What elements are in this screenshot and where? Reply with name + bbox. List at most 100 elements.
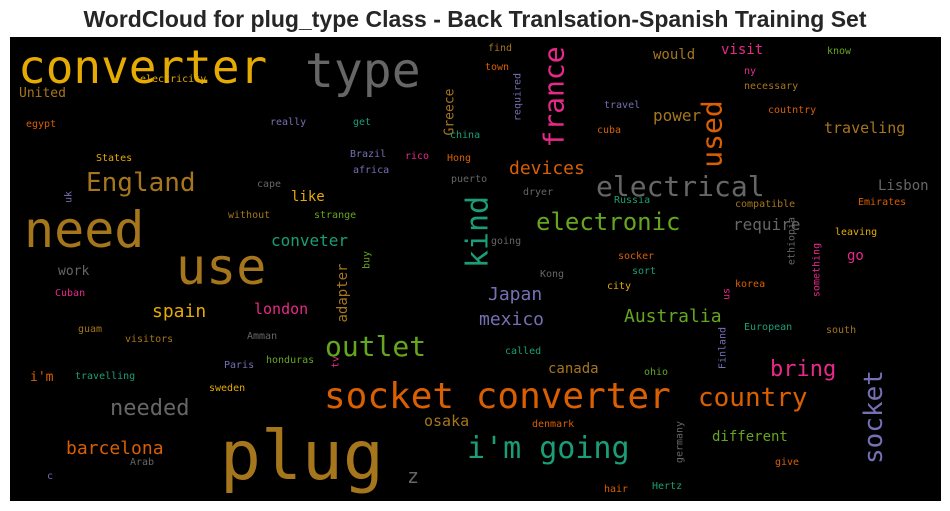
word-rico: rico <box>405 151 429 162</box>
word-ohio: ohio <box>644 367 668 378</box>
word-cuban: Cuban <box>55 288 85 299</box>
word-arab: Arab <box>130 457 154 468</box>
word-needed: needed <box>110 396 189 421</box>
word-use: use <box>176 238 266 296</box>
word-china: china <box>450 130 480 141</box>
word-travelling: travelling <box>75 371 135 382</box>
word-japan: Japan <box>488 284 542 305</box>
word-electronic: electronic <box>536 208 681 236</box>
word-power: power <box>653 106 702 125</box>
word-england: England <box>86 168 196 198</box>
word-us: us <box>722 288 733 300</box>
word-european: European <box>744 322 792 333</box>
word-country: country <box>698 383 808 413</box>
word-electricity: electricity <box>140 74 206 85</box>
word-electrical: electrical <box>596 170 765 203</box>
word-going: going <box>491 236 521 247</box>
word-type: type <box>305 43 421 99</box>
word-paris: Paris <box>224 360 254 371</box>
word-compatible: compatible <box>735 199 795 210</box>
word-outlet: outlet <box>325 330 426 363</box>
word-would: would <box>653 47 695 63</box>
word-z: z <box>407 464 419 488</box>
word-spain: spain <box>152 301 206 322</box>
word-socket-converter: socket converter <box>324 376 671 417</box>
word-africa: africa <box>353 165 389 176</box>
word-south: south <box>826 325 856 336</box>
word-uk: uk <box>64 191 75 203</box>
word-socket: socket <box>859 370 889 464</box>
word-really: really <box>270 117 306 128</box>
word-ny: ny <box>744 66 756 77</box>
word-brazil: Brazil <box>350 149 386 160</box>
word-traveling: traveling <box>824 119 905 137</box>
word-cloud-area: converter type need use plug socket converter… <box>10 37 941 501</box>
word-get: get <box>353 117 371 128</box>
word-mexico: mexico <box>479 309 544 330</box>
word-buy: buy <box>362 251 373 269</box>
word-canada: canada <box>548 361 599 377</box>
word-find: find <box>488 43 512 54</box>
word-converter: converter <box>18 40 267 94</box>
word-sweden: sweden <box>209 383 245 394</box>
word-conveter: conveter <box>271 231 348 250</box>
word-different: different <box>712 429 788 445</box>
word-plug: plug <box>220 417 384 496</box>
word-require: require <box>733 215 800 234</box>
word-amman: Amman <box>247 331 277 342</box>
word-strange: strange <box>314 210 356 221</box>
word-visit: visit <box>721 42 763 58</box>
word-necessary: necessary <box>744 81 798 92</box>
chart-title: WordCloud for plug_type Class - Back Tra… <box>83 6 867 32</box>
word-denmark: denmark <box>532 419 574 430</box>
word-used: used <box>696 100 729 167</box>
word-france: france <box>538 46 571 147</box>
word-leaving: leaving <box>835 227 877 238</box>
word-emirates: Emirates <box>858 197 906 208</box>
word-honduras: honduras <box>266 355 314 366</box>
word-ethiopia: ethiopia <box>787 217 798 265</box>
word-cape: cape <box>257 179 281 190</box>
word-states: States <box>96 153 132 164</box>
word-called: called <box>505 346 541 357</box>
word-dryer: dryer <box>523 187 553 198</box>
word-required: required <box>513 73 524 121</box>
word-go: go <box>847 248 864 264</box>
word-c: c <box>47 471 53 482</box>
word-puerto: puerto <box>451 174 487 185</box>
word-socker: socker <box>618 251 654 262</box>
word-visitors: visitors <box>125 334 173 345</box>
word-germany: germany <box>675 421 686 463</box>
word-like: like <box>291 189 325 205</box>
word-hong: Hong <box>447 153 471 164</box>
word-finland: Finland <box>718 327 729 369</box>
word-travel: travel <box>604 100 640 111</box>
word-barcelona: barcelona <box>66 438 164 459</box>
word-i-m: i'm <box>30 370 54 385</box>
word-devices: devices <box>509 158 585 179</box>
word-town: town <box>485 62 509 73</box>
word-adapter: adapter <box>335 263 351 322</box>
word-city: city <box>607 281 631 292</box>
word-korea: korea <box>735 279 765 290</box>
word-greece: Greece <box>443 88 458 135</box>
word-osaka: osaka <box>424 412 469 430</box>
word-hertz: Hertz <box>652 481 682 492</box>
word-hair: hair <box>604 484 628 495</box>
word-tv: tv <box>331 356 342 368</box>
word-russia: Russia <box>614 195 650 206</box>
cloud-background <box>10 37 941 501</box>
word-i-m-going: i'm going <box>467 431 630 466</box>
word-guam: guam <box>78 324 102 335</box>
word-coutntry: coutntry <box>768 105 816 116</box>
word-cuba: cuba <box>597 125 621 136</box>
word-egypt: egypt <box>26 119 56 130</box>
word-kong: Kong <box>540 269 564 280</box>
word-sort: sort <box>632 266 656 277</box>
word-work: work <box>58 264 89 279</box>
word-kind: kind <box>461 196 496 268</box>
word-united: United <box>19 86 66 101</box>
word-without: without <box>228 210 270 221</box>
word-need: need <box>24 201 144 259</box>
